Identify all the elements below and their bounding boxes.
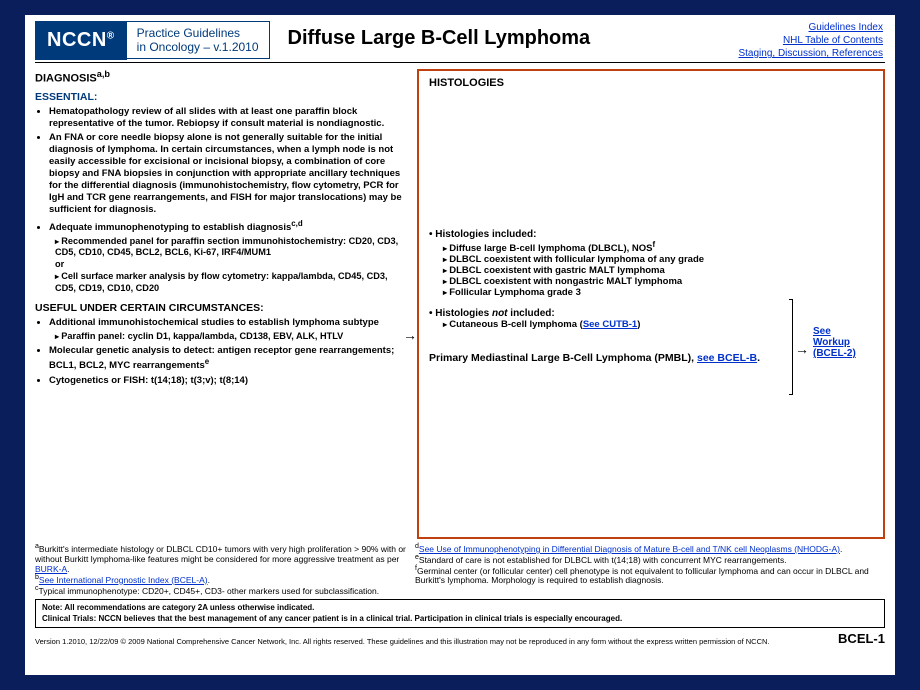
footnote-c: cTypical immunophenotype: CD20+, CD45+, … [35, 585, 407, 596]
ff-text: Germinal center (or follicular center) c… [415, 565, 869, 585]
pmbl-pre: Primary Mediastinal Large B-Cell Lymphom… [429, 352, 697, 364]
inc-3: DLBCL coexistent with gastric MALT lymph… [443, 265, 877, 276]
body-columns: DIAGNOSISa,b ESSENTIAL: Hematopathology … [35, 69, 885, 539]
useful-heading: USEFUL UNDER CERTAIN CIRCUMSTANCES: [35, 302, 409, 314]
inc-2: DLBCL coexistent with follicular lymphom… [443, 254, 877, 265]
diagnosis-sup: a,b [97, 69, 110, 79]
footnote-d: dSee Use of Immunophenotyping in Differe… [415, 543, 885, 554]
inc-label: Histologies included: [435, 229, 536, 240]
footnotes-right: dSee Use of Immunophenotyping in Differe… [415, 543, 885, 595]
diagnosis-label: DIAGNOSIS [35, 73, 97, 85]
workup-l1: See [813, 326, 831, 337]
inc1-sup: f [652, 240, 655, 249]
bracket-icon [789, 299, 793, 395]
header-links: Guidelines Index NHL Table of Contents S… [738, 21, 883, 60]
logo-reg: ® [107, 30, 115, 41]
fc-text: Typical immunophenotype: CD20+, CD45+, C… [39, 585, 380, 595]
notinc-it: not [492, 308, 508, 319]
footnote-a: aBurkitt's intermediate histology or DLB… [35, 543, 407, 574]
histologies-included: • Histologies included: Diffuse large B-… [429, 229, 877, 298]
subtitle-line2: in Oncology – v.1.2010 [137, 40, 259, 54]
page-number: BCEL-1 [838, 631, 885, 646]
useful-item-3: Cytogenetics or FISH: t(14;18); t(3;v); … [49, 375, 409, 387]
n1-post: ) [637, 319, 640, 330]
useful-item-2: Molecular genetic analysis to detect: an… [49, 345, 409, 372]
u1-text: Additional immunohistochemical studies t… [49, 317, 379, 328]
workup-l2: Workup [813, 337, 850, 348]
link-staging[interactable]: Staging, Discussion, References [738, 47, 883, 60]
ess3-sublist: Recommended panel for paraffin section i… [55, 236, 409, 295]
pmbl-post: . [757, 352, 760, 364]
ess-item-2: An FNA or core needle biopsy alone is no… [49, 132, 409, 215]
pmbl-line: Primary Mediastinal Large B-Cell Lymphom… [429, 352, 877, 364]
fa-text: Burkitt's intermediate histology or DLBC… [35, 544, 406, 564]
arrow-right-icon: → [795, 341, 809, 357]
notinc-post: included: [508, 308, 555, 319]
ess-item-3: Adequate immunophenotyping to establish … [49, 219, 409, 295]
ess3-sup: c,d [291, 219, 302, 228]
copyright-text: Version 1.2010, 12/22/09 © 2009 National… [35, 637, 838, 646]
inc-4: DLBCL coexistent with nongastric MALT ly… [443, 276, 877, 287]
note-box: Note: All recommendations are category 2… [35, 599, 885, 628]
footnotes-left: aBurkitt's intermediate histology or DLB… [35, 543, 415, 595]
subtitle-line1: Practice Guidelines [137, 26, 259, 40]
ess3-or: or [55, 259, 64, 269]
right-column-highlight: → HISTOLOGIES • Histologies included: Di… [417, 69, 885, 539]
link-cutb1[interactable]: See CUTB-1 [583, 319, 637, 330]
bottom-row: Version 1.2010, 12/22/09 © 2009 National… [35, 631, 885, 646]
histologies-not-included: • Histologies not included: Cutaneous B-… [429, 308, 877, 330]
link-nhodg-a[interactable]: See Use of Immunophenotyping in Differen… [419, 544, 840, 554]
u2-sup: e [205, 357, 209, 366]
u1-sublist: Paraffin panel: cyclin D1, kappa/lambda,… [55, 331, 409, 343]
link-bcel-a[interactable]: See International Prognostic Index (BCEL… [39, 575, 208, 585]
page-title: Diffuse Large B-Cell Lymphoma [288, 21, 591, 50]
ess-item-1: Hematopathology review of all slides wit… [49, 106, 409, 130]
n1-pre: Cutaneous B-cell lymphoma ( [449, 319, 583, 330]
ess3-text: Adequate immunophenotyping to establish … [49, 222, 291, 233]
subtitle-box: Practice Guidelines in Oncology – v.1.20… [127, 21, 270, 59]
ess3-sub1: Recommended panel for paraffin section i… [55, 236, 409, 271]
footnote-e: eStandard of care is not established for… [415, 554, 885, 565]
inc-5: Follicular Lymphoma grade 3 [443, 287, 877, 298]
note-line2: Clinical Trials: NCCN believes that the … [42, 614, 878, 624]
histologies-block: • Histologies included: Diffuse large B-… [429, 229, 877, 364]
header: NCCN® Practice Guidelines in Oncology – … [35, 21, 885, 63]
link-burk-a[interactable]: BURK-A [35, 564, 67, 574]
useful-list: Additional immunohistochemical studies t… [49, 317, 409, 387]
workup-link-block: See Workup (BCEL-2) [813, 326, 879, 359]
useful-item-1: Additional immunohistochemical studies t… [49, 317, 409, 342]
workup-l3: (BCEL-2) [813, 348, 856, 359]
notinc-pre: Histologies [435, 308, 492, 319]
essential-heading: ESSENTIAL: [35, 91, 409, 103]
arrow-left-icon: → [403, 327, 417, 343]
included-list: Diffuse large B-cell lymphoma (DLBCL), N… [443, 240, 877, 298]
document-page: NCCN® Practice Guidelines in Oncology – … [25, 15, 895, 675]
essential-list: Hematopathology review of all slides wit… [49, 106, 409, 294]
u1-sub1: Paraffin panel: cyclin D1, kappa/lambda,… [55, 331, 409, 343]
notinc-1: Cutaneous B-cell lymphoma (See CUTB-1) [443, 319, 877, 330]
note-line1: Note: All recommendations are category 2… [42, 603, 878, 613]
nccn-logo: NCCN® [35, 21, 127, 60]
inc-1: Diffuse large B-cell lymphoma (DLBCL), N… [443, 240, 877, 254]
ess3-sub2: Cell surface marker analysis by flow cyt… [55, 271, 409, 294]
footnotes: aBurkitt's intermediate histology or DLB… [35, 543, 885, 595]
logo-text: NCCN [47, 29, 107, 51]
ess3-sub1-text: Recommended panel for paraffin section i… [55, 236, 398, 258]
link-guidelines-index[interactable]: Guidelines Index [738, 21, 883, 34]
link-workup[interactable]: See Workup (BCEL-2) [813, 326, 856, 359]
footnote-b: bSee International Prognostic Index (BCE… [35, 574, 407, 585]
link-nhl-toc[interactable]: NHL Table of Contents [738, 34, 883, 47]
u2-text: Molecular genetic analysis to detect: an… [49, 345, 394, 371]
inc1-text: Diffuse large B-cell lymphoma (DLBCL), N… [449, 243, 652, 254]
diagnosis-heading: DIAGNOSISa,b [35, 69, 409, 85]
left-column: DIAGNOSISa,b ESSENTIAL: Hematopathology … [35, 69, 415, 539]
link-bcel-b[interactable]: see BCEL-B [697, 352, 757, 364]
notincluded-list: Cutaneous B-cell lymphoma (See CUTB-1) [443, 319, 877, 330]
histologies-heading: HISTOLOGIES [429, 77, 877, 89]
fe-text: Standard of care is not established for … [419, 555, 787, 565]
footnote-f: fGerminal center (or follicular center) … [415, 565, 885, 586]
fd-post: . [840, 544, 842, 554]
